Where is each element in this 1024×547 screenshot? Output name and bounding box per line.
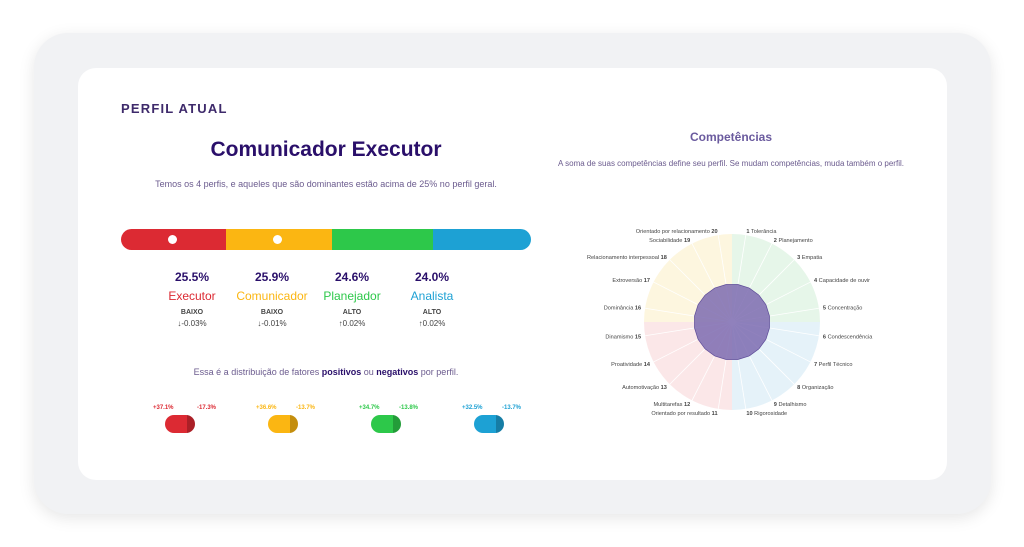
factor-negative: -13.7% bbox=[502, 405, 522, 411]
radar-label-7: 7 Perfil Técnico bbox=[814, 362, 852, 368]
stat-level: BAIXO bbox=[260, 309, 284, 316]
radar-label-13: Automotivação 13 bbox=[622, 385, 667, 391]
stat-name: Executor bbox=[168, 289, 216, 303]
competencias-radar: 1 Tolerância 2 Planejamento 3 Empatia 4 Cap… bbox=[587, 229, 873, 417]
radar-label-9: 9 Detalhismo bbox=[774, 402, 807, 408]
caption-text: Essa é a distribuição de fatores bbox=[193, 367, 322, 377]
competencias-title: Competências bbox=[689, 130, 773, 144]
radar-label-1: 1 Tolerância bbox=[746, 229, 777, 235]
factor-negative: -13.7% bbox=[296, 405, 316, 411]
factor-negative: -17.3% bbox=[197, 405, 217, 411]
competencias-subtitle: A soma de suas competências define seu p… bbox=[558, 159, 904, 168]
stat-percent: 24.0% bbox=[414, 270, 450, 284]
radar-label-12: Multitarefas 12 bbox=[653, 402, 690, 408]
stat-level: ALTO bbox=[342, 309, 362, 316]
radar-label-5: 5 Concentração bbox=[823, 306, 863, 312]
radar-label-8: 8 Organização bbox=[797, 385, 833, 391]
radar-label-16: Dominância 16 bbox=[604, 306, 641, 312]
radar-label-10: 10 Rigorosidade bbox=[746, 411, 787, 417]
caption-text: por perfil. bbox=[418, 367, 459, 377]
factor-pill bbox=[165, 415, 195, 433]
stat-level: BAIXO bbox=[180, 309, 204, 316]
pill-negative-part bbox=[290, 415, 298, 433]
stat-executor: 25.5% Executor BAIXO ↓-0.03% bbox=[142, 270, 242, 328]
radar-label-2: 2 Planejamento bbox=[774, 238, 813, 244]
caption-negative: negativos bbox=[376, 367, 419, 377]
radar-label-11: Orientado por resultado 11 bbox=[651, 411, 717, 417]
radar-label-18: Relacionamento interpessoal 18 bbox=[587, 255, 667, 261]
stat-planejador: 24.6% Planejador ALTO ↑0.02% bbox=[302, 270, 402, 328]
radar-profile-polygon bbox=[694, 284, 770, 360]
stat-name: Planejador bbox=[323, 289, 381, 303]
stat-delta: ↑0.02% bbox=[418, 319, 446, 328]
stat-level: ALTO bbox=[422, 309, 442, 316]
radar-label-15: Dinamismo 15 bbox=[605, 334, 641, 340]
pill-negative-part bbox=[393, 415, 401, 433]
dominant-dot bbox=[273, 235, 283, 244]
caption-positive: positivos bbox=[321, 367, 362, 377]
factor-pill bbox=[268, 415, 298, 433]
profile-distribution-bar bbox=[121, 229, 531, 250]
section-title: PERFIL ATUAL bbox=[121, 101, 228, 116]
factor-positive: +36.6% bbox=[256, 405, 277, 411]
distribution-caption: Essa é a distribuição de fatores positiv… bbox=[121, 367, 531, 377]
factor-pills: +37.1% -17.3% +36.6% -13.7% +34.7% -13.8… bbox=[121, 400, 531, 440]
pill-negative-part bbox=[187, 415, 195, 433]
stat-name: Comunicador bbox=[236, 289, 308, 303]
radar-label-3: 3 Empatia bbox=[797, 255, 823, 261]
factor-pill bbox=[371, 415, 401, 433]
radar-label-14: Proatividade 14 bbox=[611, 362, 651, 368]
bar-segment-analista bbox=[432, 229, 531, 250]
stat-analista: 24.0% Analista ALTO ↑0.02% bbox=[382, 270, 482, 328]
radar-label-4: 4 Capacidade de ouvir bbox=[814, 278, 870, 284]
pill-negative-part bbox=[496, 415, 504, 433]
dominant-dot bbox=[168, 235, 178, 244]
radar-label-6: 6 Condescendência bbox=[823, 334, 873, 340]
profile-title: Comunicador Executor bbox=[210, 138, 442, 161]
factor-negative: -13.8% bbox=[399, 405, 419, 411]
bar-segment-comunicador bbox=[225, 229, 332, 250]
factor-positive: +34.7% bbox=[359, 405, 380, 411]
factor-positive: +37.1% bbox=[153, 405, 174, 411]
stat-delta: ↓-0.03% bbox=[177, 319, 207, 328]
bar-segment-planejador bbox=[331, 229, 433, 250]
stat-percent: 25.9% bbox=[254, 270, 290, 284]
stat-delta: ↓-0.01% bbox=[257, 319, 287, 328]
factor-positive: +32.5% bbox=[462, 405, 483, 411]
stat-name: Analista bbox=[410, 289, 454, 303]
stat-comunicador: 25.9% Comunicador BAIXO ↓-0.01% bbox=[222, 270, 322, 328]
radar-label-17: Extroversão 17 bbox=[612, 278, 650, 284]
profile-subtitle: Temos os 4 perfis, e aqueles que são dom… bbox=[155, 179, 497, 189]
stat-percent: 25.5% bbox=[174, 270, 210, 284]
radar-label-20: Orientado por relacionamento 20 bbox=[636, 229, 718, 235]
radar-label-19: Sociabilidade 19 bbox=[649, 238, 690, 244]
profile-stats: 25.5% Executor BAIXO ↓-0.03% 25.9% Comun… bbox=[121, 270, 531, 330]
factor-pill bbox=[474, 415, 504, 433]
stat-percent: 24.6% bbox=[334, 270, 370, 284]
stat-delta: ↑0.02% bbox=[338, 319, 366, 328]
bar-segment-executor bbox=[121, 229, 226, 250]
caption-text: ou bbox=[361, 367, 377, 377]
